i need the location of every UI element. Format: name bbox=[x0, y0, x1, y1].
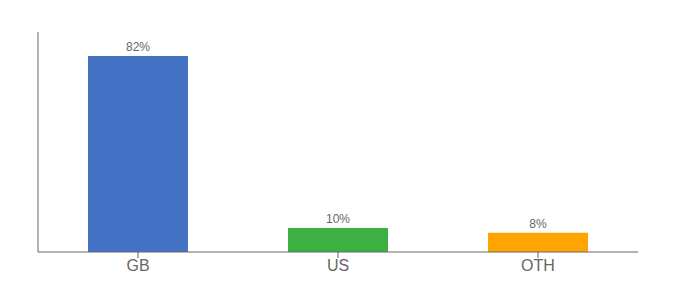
svg-text:10%: 10% bbox=[326, 212, 350, 226]
svg-text:8%: 8% bbox=[529, 217, 547, 231]
svg-text:OTH: OTH bbox=[521, 257, 555, 274]
svg-text:US: US bbox=[327, 257, 349, 274]
svg-text:82%: 82% bbox=[126, 40, 150, 54]
svg-text:GB: GB bbox=[126, 257, 149, 274]
